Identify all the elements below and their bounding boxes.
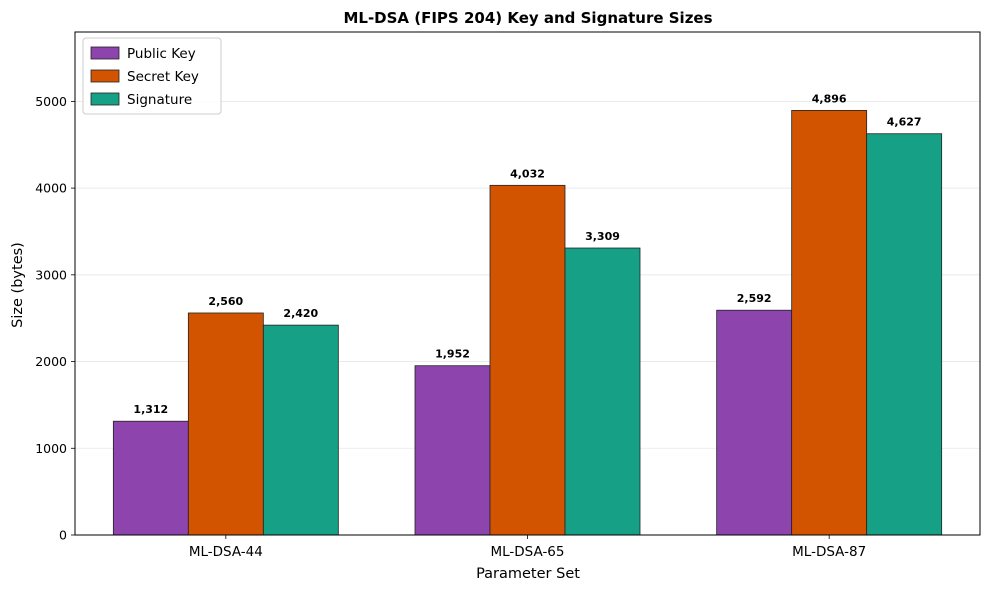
y-tick-label: 3000 xyxy=(35,267,67,282)
data-labels: 1,312 2,560 2,420 1,952 4,032 3,309 2,592 4,896… xyxy=(133,92,921,416)
x-tick-label: ML-DSA-44 xyxy=(189,544,263,560)
legend-swatch xyxy=(90,69,120,83)
bar-public-key xyxy=(716,309,793,536)
data-label: 4,032 xyxy=(510,167,545,180)
x-axis-label: Parameter Set xyxy=(476,566,580,582)
data-label: 1,952 xyxy=(435,348,470,361)
x-axis: ML-DSA-44 ML-DSA-65 ML-DSA-87 xyxy=(189,535,866,560)
legend-swatch xyxy=(90,46,120,60)
data-label: 3,309 xyxy=(585,230,620,243)
y-tick-label: 1000 xyxy=(35,441,67,456)
bar-secret-key xyxy=(489,184,566,536)
legend: Public Key Secret Key Signature xyxy=(82,37,222,115)
data-label: 2,592 xyxy=(737,292,772,305)
legend-label: Signature xyxy=(127,92,192,108)
bar-signature xyxy=(564,247,641,536)
data-label: 4,896 xyxy=(812,92,847,105)
legend-label: Secret Key xyxy=(127,69,199,85)
bars xyxy=(112,109,943,536)
x-tick-label: ML-DSA-87 xyxy=(792,544,866,560)
chart-title: ML-DSA (FIPS 204) Key and Signature Size… xyxy=(343,9,712,27)
legend-swatch xyxy=(90,92,120,106)
y-axis: 0 1000 2000 3000 4000 5000 xyxy=(35,94,75,543)
data-label: 2,560 xyxy=(208,295,243,308)
y-axis-label: Size (bytes) xyxy=(10,242,26,328)
y-tick-label: 0 xyxy=(59,528,67,543)
bar-signature xyxy=(866,133,943,536)
legend-label: Public Key xyxy=(127,46,196,62)
bar-public-key xyxy=(112,420,189,536)
y-tick-label: 2000 xyxy=(35,354,67,369)
bar-secret-key xyxy=(791,109,868,536)
bar-public-key xyxy=(414,365,491,536)
y-tick-label: 5000 xyxy=(35,94,67,109)
y-tick-label: 4000 xyxy=(35,181,67,196)
data-label: 2,420 xyxy=(283,307,318,320)
bar-secret-key xyxy=(187,312,264,536)
x-tick-label: ML-DSA-65 xyxy=(490,544,564,560)
bar-signature xyxy=(262,324,339,536)
data-label: 1,312 xyxy=(133,403,168,416)
data-label: 4,627 xyxy=(887,116,922,129)
